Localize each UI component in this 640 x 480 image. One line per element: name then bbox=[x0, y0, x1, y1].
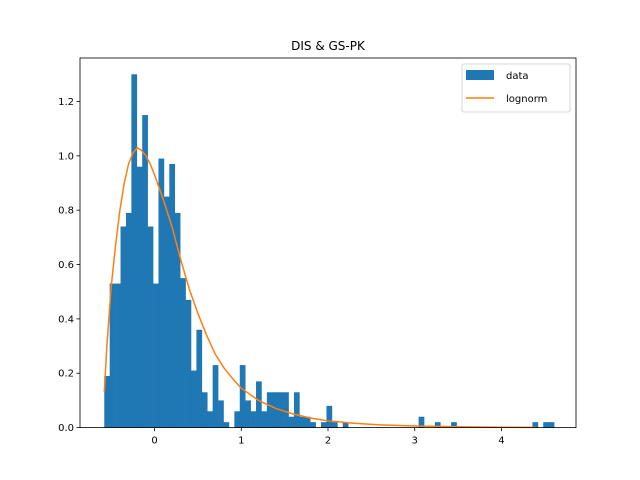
legend-label-data: data bbox=[506, 71, 529, 82]
histogram-bar bbox=[261, 411, 268, 428]
histogram-bar bbox=[109, 283, 116, 428]
y-tick-label: 0.6 bbox=[58, 260, 74, 271]
histogram-bar bbox=[180, 278, 186, 428]
histogram-bar bbox=[299, 416, 306, 428]
legend: data lognorm bbox=[461, 63, 571, 113]
y-tick-label: 0.0 bbox=[58, 423, 74, 434]
y-axis: 0.0 0.2 0.4 0.6 0.8 1.0 1.2 bbox=[58, 97, 80, 434]
x-tick-label: 1 bbox=[238, 436, 244, 447]
histogram-bar bbox=[266, 392, 273, 428]
x-tick-label: 2 bbox=[325, 436, 331, 447]
histogram-bar bbox=[201, 392, 208, 428]
histogram-bar bbox=[331, 422, 338, 428]
histogram-bar bbox=[272, 392, 279, 428]
lognorm-curve-layer bbox=[103, 146, 537, 429]
histogram-bar bbox=[136, 166, 143, 428]
histogram-bar bbox=[185, 299, 192, 428]
histogram-bar bbox=[163, 196, 170, 428]
legend-label-lognorm: lognorm bbox=[506, 94, 547, 105]
y-tick-label: 1.0 bbox=[58, 151, 74, 162]
histogram-bar bbox=[342, 422, 349, 428]
histogram-bar bbox=[190, 370, 197, 428]
histogram-bar bbox=[169, 163, 176, 428]
histogram-bar bbox=[125, 212, 132, 428]
histogram-bar bbox=[418, 416, 425, 428]
histogram-bar bbox=[153, 283, 159, 428]
histogram-bar bbox=[543, 422, 549, 428]
histogram-bar bbox=[218, 400, 224, 428]
histogram-bar bbox=[207, 411, 213, 428]
histogram-bar bbox=[304, 416, 311, 428]
histogram-bar bbox=[283, 392, 289, 428]
histogram-bar bbox=[310, 422, 316, 428]
histogram-bar bbox=[548, 422, 555, 428]
x-tick-label: 3 bbox=[412, 436, 418, 447]
x-tick-label: 4 bbox=[498, 436, 504, 447]
histogram-bar bbox=[115, 283, 121, 428]
y-tick-label: 1.2 bbox=[58, 97, 74, 108]
histogram-bar bbox=[147, 226, 154, 428]
histogram-bar bbox=[104, 375, 110, 428]
histogram-bar bbox=[256, 381, 262, 428]
y-tick-label: 0.8 bbox=[58, 206, 74, 217]
x-tick-label: 0 bbox=[151, 436, 157, 447]
histogram-bar bbox=[131, 74, 138, 428]
histogram-bar bbox=[250, 411, 257, 428]
histogram-bar bbox=[158, 158, 165, 428]
histogram-bar bbox=[120, 226, 127, 428]
histogram-bars bbox=[104, 74, 555, 428]
histogram-bar bbox=[223, 422, 230, 428]
histogram-bar bbox=[174, 212, 181, 428]
histogram-bar bbox=[326, 405, 333, 428]
legend-swatch-data bbox=[466, 70, 494, 80]
histogram-bar bbox=[321, 422, 327, 428]
histogram-bar bbox=[434, 422, 441, 428]
histogram-bar bbox=[142, 115, 148, 428]
chart-title: DIS & GS-PK bbox=[291, 39, 366, 53]
histogram-bar bbox=[239, 365, 246, 428]
x-axis: 0 1 2 3 4 bbox=[151, 427, 505, 447]
histogram-bar bbox=[245, 400, 251, 428]
histogram-bar bbox=[288, 416, 295, 428]
histogram-bar bbox=[212, 365, 219, 428]
histogram-bar bbox=[196, 329, 203, 428]
histogram-bar bbox=[234, 411, 241, 428]
y-tick-label: 0.4 bbox=[58, 314, 74, 325]
histogram-bar bbox=[293, 392, 300, 428]
y-tick-label: 0.2 bbox=[58, 369, 74, 380]
histogram-bar bbox=[451, 422, 457, 428]
lognorm-curve bbox=[103, 146, 537, 429]
histogram-bar bbox=[532, 422, 539, 428]
